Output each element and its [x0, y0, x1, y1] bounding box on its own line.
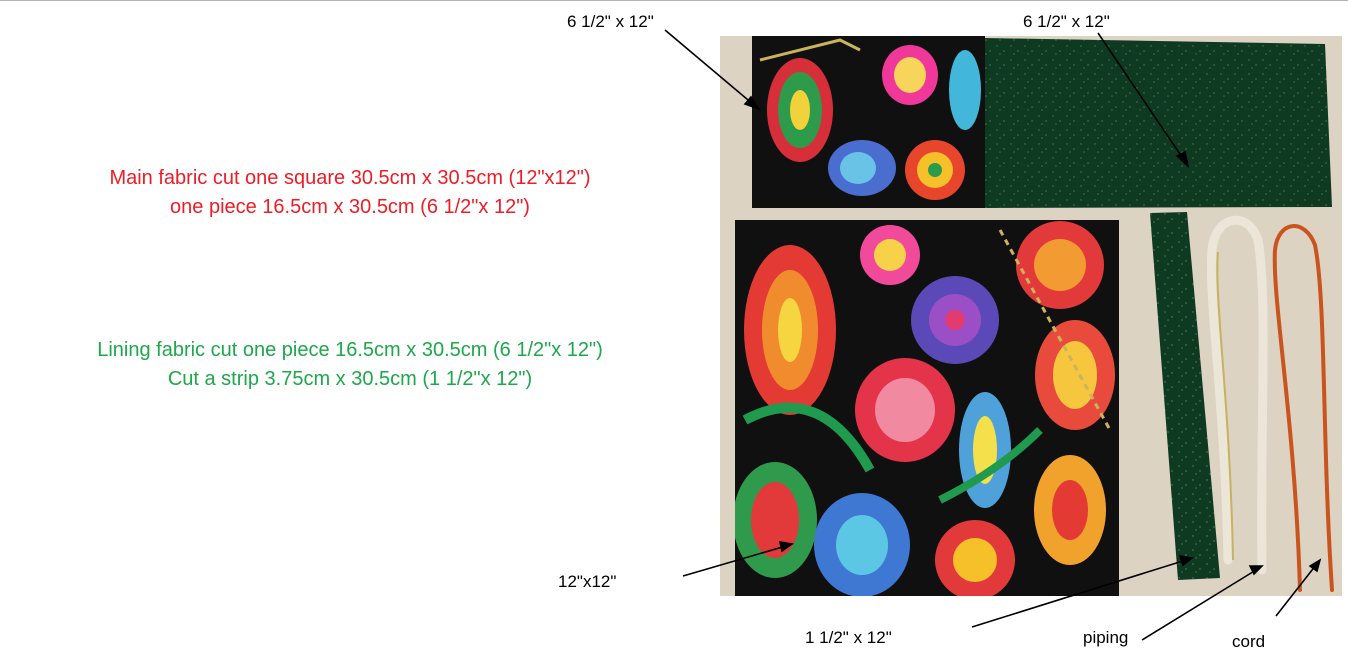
- label-lining-piece: 6 1/2" x 12": [1023, 12, 1110, 31]
- top-divider: [0, 0, 1348, 1]
- label-square: 12"x12": [558, 572, 617, 591]
- arrow-square: [682, 545, 787, 577]
- arrow-strip: [971, 559, 1187, 628]
- lining-strip: [1150, 212, 1220, 580]
- callout-arrows: [664, 29, 1322, 641]
- main-fabric-square: [735, 220, 1119, 596]
- cord: [1272, 224, 1334, 592]
- arrow-main-piece: [664, 29, 755, 106]
- label-cord: cord: [1232, 632, 1266, 651]
- label-main-piece: 6 1/2" x 12": [567, 12, 654, 31]
- lining-fabric-instructions: Lining fabric cut one piece 16.5cm x 30.…: [0, 336, 700, 394]
- arrow-lining-piece: [1097, 32, 1185, 161]
- lining-fabric-line-1: Lining fabric cut one piece 16.5cm x 30.…: [97, 339, 603, 361]
- label-piping: piping: [1083, 628, 1129, 647]
- main-fabric-instructions: Main fabric cut one square 30.5cm x 30.5…: [0, 164, 700, 222]
- main-fabric-line-1: Main fabric cut one square 30.5cm x 30.5…: [109, 167, 591, 189]
- arrow-piping: [1141, 569, 1257, 641]
- arrow-cord: [1275, 564, 1317, 617]
- label-strip: 1 1/2" x 12": [805, 628, 892, 647]
- lining-fabric-line-2: Cut a strip 3.75cm x 30.5cm (1 1/2"x 12"…: [167, 368, 533, 390]
- piping: [1206, 215, 1268, 575]
- main-fabric-line-2: one piece 16.5cm x 30.5cm (6 1/2"x 12"): [170, 196, 530, 218]
- main-fabric-top-piece: [752, 36, 985, 208]
